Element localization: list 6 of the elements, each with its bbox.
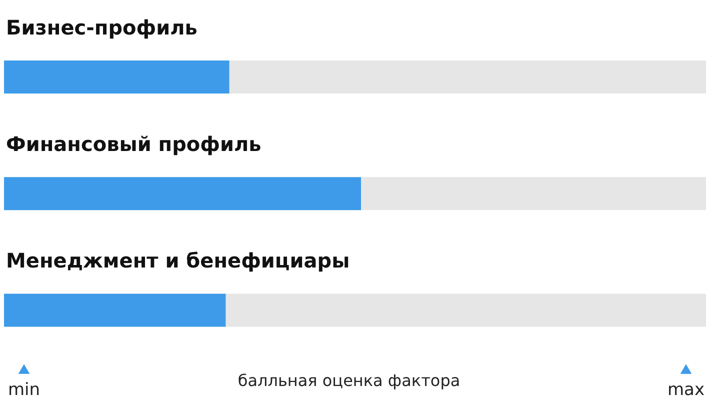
text: max bbox=[667, 380, 705, 400]
y-tick-label: Менеджмент и бенефициары bbox=[6, 248, 350, 273]
y-tick-label: Финансовый профиль bbox=[6, 132, 262, 156]
text: min bbox=[8, 380, 40, 400]
y-tick-label: Бизнес-профиль bbox=[6, 15, 198, 40]
x-axis-title: балльная оценка фактора bbox=[238, 371, 460, 390]
